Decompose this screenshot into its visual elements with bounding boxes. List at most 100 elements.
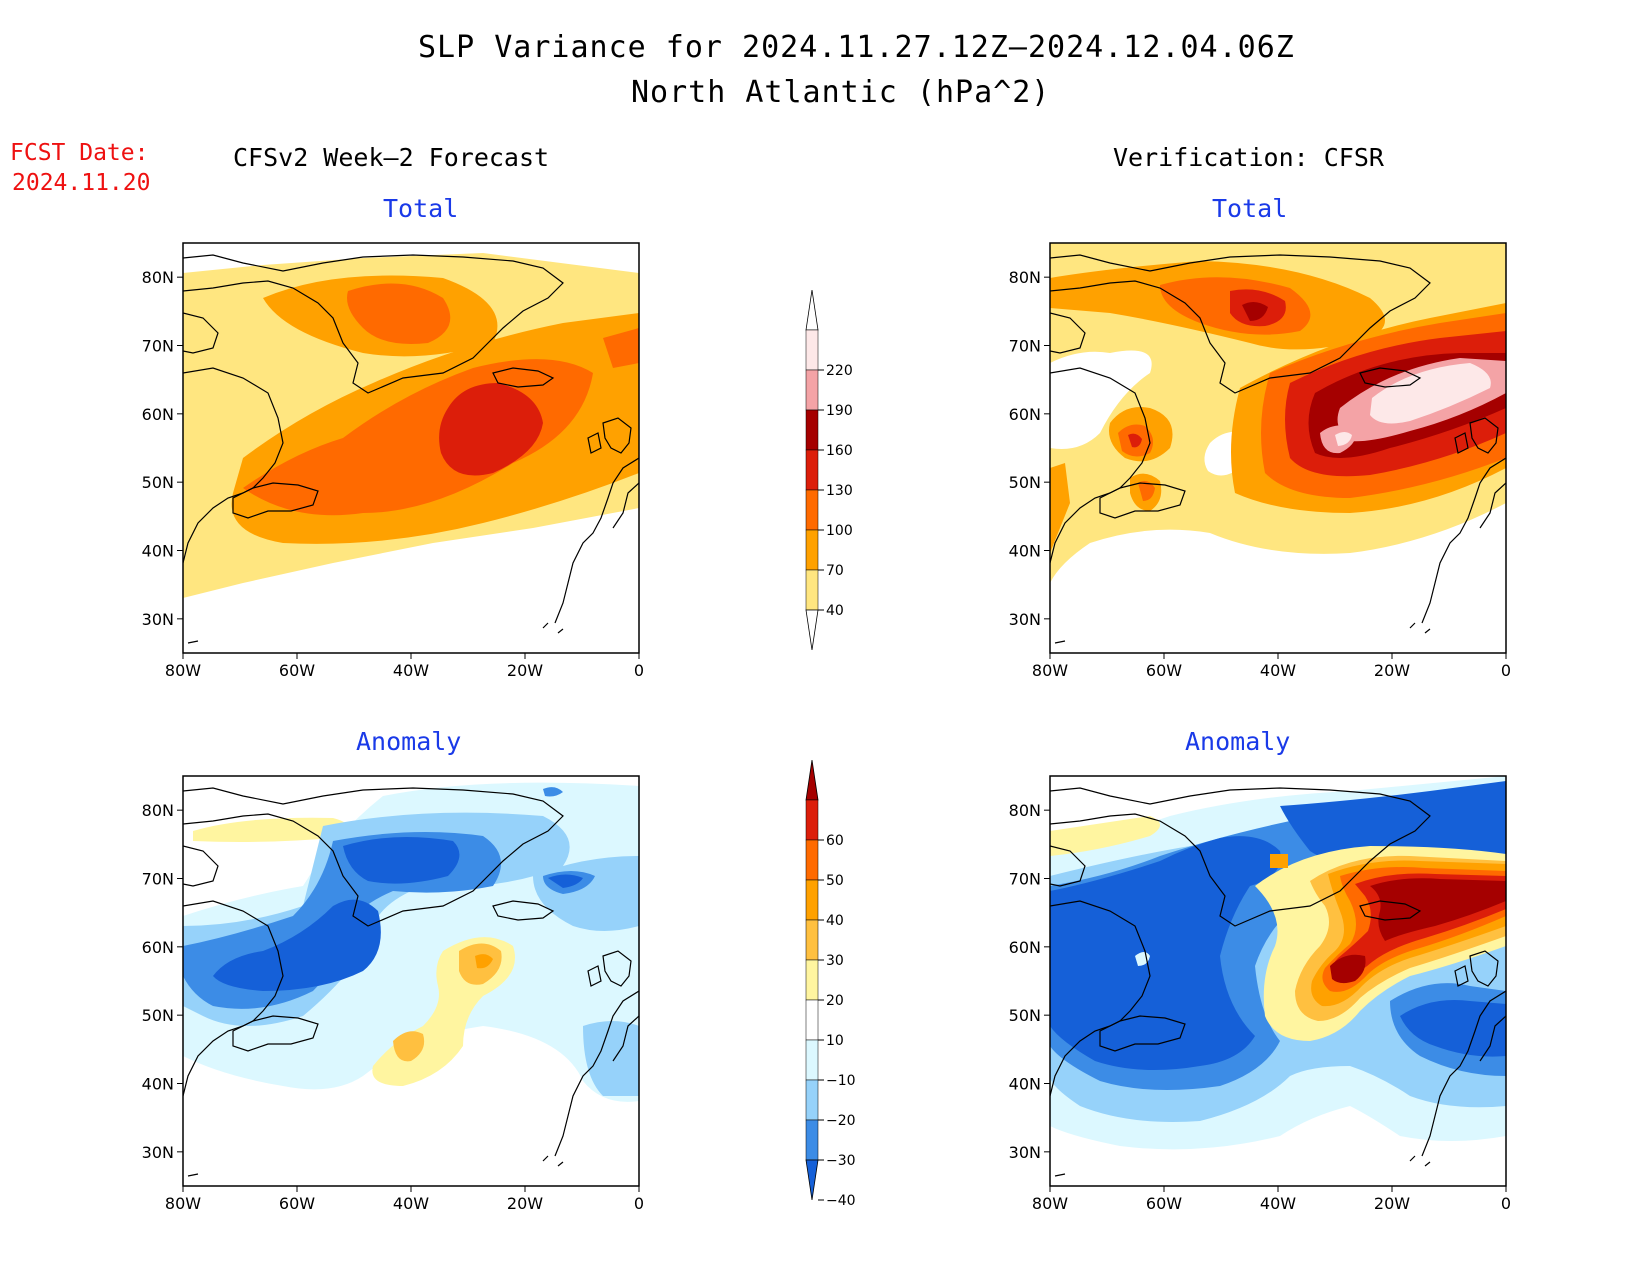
colorbar-top-arrow — [805, 289, 819, 331]
lat-tick-label: 60N — [1009, 405, 1041, 424]
lon-tick-label: 20W — [507, 1194, 543, 1213]
lon-tick-label: 40W — [1260, 661, 1296, 680]
coastline — [1050, 312, 1086, 354]
colorbar-anomaly: 60 50 40 30 20 10 −10 −20 −30 −40 — [805, 759, 856, 1209]
lon-tick-label: 80W — [165, 661, 201, 680]
lon-tick-label: 20W — [1374, 1194, 1410, 1213]
colorbar-segment — [805, 1079, 819, 1121]
coastline — [183, 900, 284, 1097]
coastline — [1421, 457, 1506, 624]
colorbar-segment — [805, 1039, 819, 1081]
coastline — [554, 457, 639, 624]
lat-tick-label: 80N — [142, 801, 174, 820]
coastline — [1479, 482, 1506, 529]
colorbar-label: −30 — [826, 1153, 856, 1169]
lat-tick-label: 50N — [1009, 1006, 1041, 1025]
lat-tick-label: 60N — [1009, 938, 1041, 957]
right-column-heading: Verification: CFSR — [1113, 143, 1384, 172]
field-an-m40 — [213, 837, 583, 991]
lon-tick-label: 40W — [1260, 1194, 1296, 1213]
colorbar-segment — [805, 919, 819, 961]
coastline — [183, 845, 219, 887]
coastline — [183, 367, 284, 564]
colorbar-label: 10 — [826, 1033, 844, 1049]
forecast-date-label: FCST Date: — [10, 140, 149, 166]
lon-tick-label: 40W — [393, 1194, 429, 1213]
field-tot-220 — [1335, 363, 1491, 446]
colorbar-label: −20 — [826, 1113, 856, 1129]
colorbar-label: 20 — [826, 993, 844, 1009]
field-tot-100 — [243, 283, 639, 516]
field-an-p10-band — [193, 817, 515, 1086]
map-frame-4: 80N 70N 60N 50N 40N 30N 80W 60W 40W 20W 0 — [1009, 775, 1511, 1213]
lon-tick-label: 60W — [1146, 661, 1182, 680]
colorbar-label: −10 — [826, 1073, 856, 1089]
colorbar-label: 40 — [826, 603, 844, 619]
coastline — [492, 367, 555, 388]
colorbar-segment — [805, 999, 819, 1041]
lat-tick-label: 30N — [142, 610, 174, 629]
lon-tick-label: 60W — [279, 661, 315, 680]
colorbar-bottom-arrow — [805, 1159, 819, 1201]
coastline — [1050, 787, 1431, 927]
lon-tick-label: 80W — [165, 1194, 201, 1213]
colorbar-label: −40 — [826, 1193, 856, 1209]
colorbar-segment — [805, 489, 819, 531]
lon-tick-label: 40W — [393, 661, 429, 680]
colorbar-segment — [805, 959, 819, 1001]
lon-tick-label: 0 — [1501, 661, 1511, 680]
lat-tick-label: 70N — [1009, 337, 1041, 356]
colorbar-total: 220 190 160 130 100 70 40 — [805, 289, 853, 651]
lat-tick-label: 50N — [142, 473, 174, 492]
coastline — [1359, 900, 1422, 921]
lat-tick-label: 40N — [1009, 1075, 1041, 1094]
colorbar-label: 50 — [826, 873, 844, 889]
colorbar-segment — [805, 369, 819, 411]
colorbar-segment — [805, 569, 819, 611]
field-an-p60-2 — [1330, 954, 1366, 984]
coastline — [187, 622, 564, 644]
coastline — [587, 965, 602, 987]
colorbar-label: 220 — [826, 363, 853, 379]
panel-title-verification-anomaly: Anomaly — [1185, 727, 1291, 756]
coastline — [612, 1015, 639, 1062]
map-verification-total — [1050, 243, 1506, 653]
lat-tick-label: 80N — [1009, 268, 1041, 287]
main-subtitle: North Atlantic (hPa^2) — [631, 75, 1051, 110]
colorbar-label: 70 — [826, 563, 844, 579]
coastline — [1421, 990, 1506, 1157]
coastline — [232, 482, 319, 519]
coastline — [554, 990, 639, 1157]
colorbar-segment — [805, 329, 819, 371]
lat-tick-label: 40N — [142, 1075, 174, 1094]
coastline — [1359, 367, 1422, 388]
colorbar-segment — [805, 529, 819, 571]
colorbar-label: 190 — [826, 403, 853, 419]
lat-tick-label: 70N — [142, 337, 174, 356]
lon-tick-label: 20W — [507, 661, 543, 680]
colorbar-top-arrow — [805, 759, 819, 801]
colorbar-segment — [805, 449, 819, 491]
field-an-p30 — [475, 954, 493, 969]
lon-tick-label: 0 — [1501, 1194, 1511, 1213]
map-frame-2: 80N 70N 60N 50N 40N 30N 80W 60W 40W 20W 0 — [1009, 242, 1511, 680]
lat-tick-label: 70N — [142, 870, 174, 889]
lat-tick-label: 30N — [142, 1143, 174, 1162]
lat-tick-label: 30N — [1009, 610, 1041, 629]
forecast-date-value: 2024.11.20 — [12, 170, 151, 196]
map-forecast-anomaly — [183, 776, 639, 1186]
lon-tick-label: 80W — [1032, 661, 1068, 680]
coastline — [183, 787, 564, 927]
coastline — [1469, 417, 1499, 454]
lat-tick-label: 40N — [1009, 542, 1041, 561]
colorbar-label: 30 — [826, 953, 844, 969]
map-frames: 80N 70N 60N 50N 40N 30N 80W 60W 40W 20W 0 80N 70N 60N… — [142, 242, 1511, 1213]
colorbar-segment — [805, 1119, 819, 1161]
colorbar-bottom-arrow — [805, 609, 819, 651]
colorbar-segment — [805, 879, 819, 921]
field-an-p60 — [1342, 878, 1506, 974]
coastline — [1050, 900, 1151, 1097]
coastline — [587, 432, 602, 454]
colorbar-segment — [805, 839, 819, 881]
panel-title-forecast-total: Total — [383, 194, 459, 223]
